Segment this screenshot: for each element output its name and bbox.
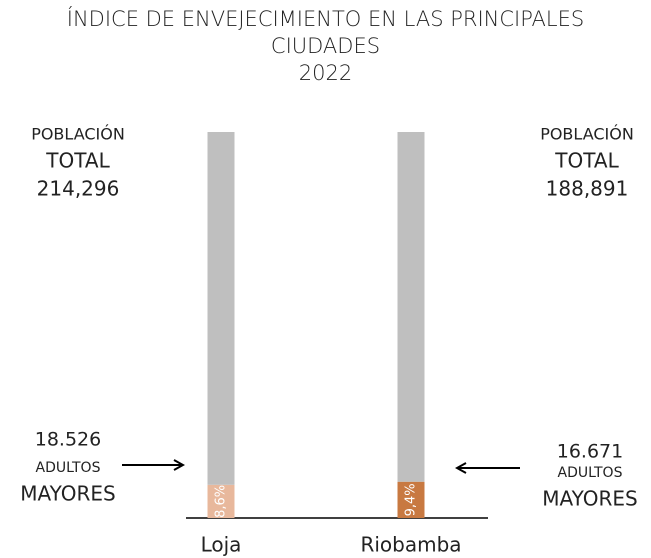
chart-title: ÍNDICE DE ENVEJECIMIENTO EN LAS PRINCIPA… [66,7,585,58]
elderly-label: ADULTOS [558,465,623,481]
elderly-label: 18.526 [35,429,101,451]
population-label: 188,891 [546,177,629,201]
x-tick-label: Loja [201,533,242,557]
bar-segment [207,484,235,518]
population-label: TOTAL [554,149,619,173]
elderly-label: 16.671 [557,441,623,463]
population-label: TOTAL [45,149,110,173]
bar-segment [397,132,425,482]
population-label: 214,296 [37,177,120,201]
title-block: ÍNDICE DE ENVEJECIMIENTO EN LAS PRINCIPA… [0,6,651,87]
bar-segment [397,481,425,518]
elderly-label: ADULTOS [36,460,101,476]
population-label: POBLACIÓN [540,125,634,144]
population-label: POBLACIÓN [31,125,125,144]
elderly-label: MAYORES [20,482,115,506]
value-label: 8,6% [214,485,229,518]
value-label: 9,4% [404,483,419,516]
x-tick-label: Riobamba [360,533,461,557]
elderly-label: MAYORES [542,487,637,511]
chart-subtitle: 2022 [298,61,353,85]
bar-segment [207,132,235,485]
